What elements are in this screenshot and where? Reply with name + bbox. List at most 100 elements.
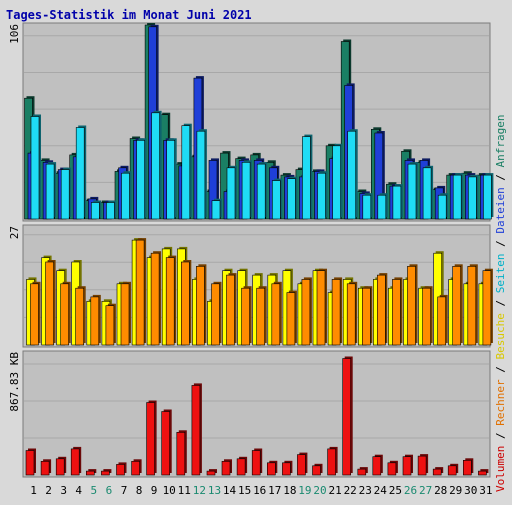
bar-seiten-day-6 — [106, 202, 115, 220]
bar-volumen-day-18 — [282, 462, 291, 476]
bar-seiten-day-13 — [211, 200, 221, 220]
bar-seiten-day-22 — [347, 130, 357, 220]
bar-seiten-day-10 — [166, 140, 175, 220]
x-tick-label: 9 — [151, 484, 158, 497]
bar-rechner-day-10 — [165, 257, 175, 346]
bar-seiten-day-11 — [181, 125, 191, 220]
bar-rechner-day-29 — [452, 265, 462, 346]
legend-item-volumen: Volumen — [494, 446, 507, 492]
x-tick-label: 8 — [136, 484, 143, 497]
bar-rechner-day-1 — [30, 283, 39, 346]
bar-rechner-day-30 — [467, 265, 477, 346]
x-tick-label: 3 — [60, 484, 67, 497]
bar-volumen-day-20 — [312, 465, 321, 476]
bar-seiten-day-3 — [60, 169, 70, 220]
bar-seiten-day-28 — [437, 194, 447, 220]
day-axis-labels: 1 2 3 4 5 6 7 8 9 10 11 12 13 14 15 16 17 18 19 20 21 22 23 24 2… — [30, 484, 492, 497]
x-tick-label: 23 — [359, 484, 372, 497]
bar-seiten-day-21 — [332, 145, 341, 220]
bar-rechner-day-19 — [301, 279, 311, 346]
x-tick-label: 10 — [163, 484, 176, 497]
legend-separator: / — [494, 234, 507, 254]
bar-volumen-day-5 — [86, 470, 95, 476]
bar-rechner-day-31 — [482, 270, 492, 346]
bar-rechner-day-6 — [105, 305, 115, 346]
x-tick-label: 17 — [268, 484, 281, 497]
x-tick-label: 25 — [389, 484, 402, 497]
legend-separator: / — [494, 293, 507, 313]
bar-rechner-day-18 — [286, 292, 296, 346]
bar-seiten-day-24 — [377, 194, 387, 220]
bar-seiten-day-18 — [287, 178, 296, 220]
x-tick-label: 11 — [178, 484, 191, 497]
bar-rechner-day-14 — [226, 274, 235, 346]
legend-separator: / — [494, 167, 507, 187]
series-legend: Volumen / Rechner / Besuche / Seiten / D… — [494, 114, 507, 492]
x-tick-label: 15 — [238, 484, 251, 497]
x-tick-label: 24 — [374, 484, 388, 497]
bar-volumen-day-16 — [251, 450, 261, 476]
x-tick-label: 2 — [45, 484, 52, 497]
bar-seiten-day-9 — [151, 112, 160, 220]
bar-rechner-day-16 — [256, 287, 266, 346]
bar-volumen-day-3 — [55, 458, 65, 476]
legend-separator: / — [494, 426, 507, 446]
legend-item-dateien: Dateien — [494, 187, 507, 233]
bar-seiten-day-30 — [467, 176, 477, 220]
bar-volumen-day-6 — [101, 470, 110, 476]
bar-rechner-day-7 — [120, 283, 130, 346]
bar-seiten-day-1 — [30, 116, 40, 220]
x-tick-label: 13 — [208, 484, 221, 497]
x-tick-label: 30 — [464, 484, 477, 497]
bar-seiten-day-25 — [392, 185, 402, 220]
bar-rechner-day-28 — [437, 296, 447, 346]
bar-rechner-day-26 — [407, 265, 416, 346]
legend-separator: / — [494, 360, 507, 380]
x-tick-label: 20 — [313, 484, 326, 497]
bar-seiten-day-4 — [75, 127, 85, 220]
x-tick-label: 21 — [328, 484, 341, 497]
bar-volumen-day-27 — [417, 455, 427, 476]
bar-seiten-day-19 — [302, 136, 311, 220]
requests-files-pages-bars — [24, 23, 494, 220]
bar-seiten-day-23 — [362, 194, 372, 220]
bar-volumen-day-22 — [342, 358, 352, 476]
bar-rechner-day-2 — [45, 261, 54, 346]
bar-rechner-day-22 — [346, 283, 356, 346]
x-tick-label: 19 — [298, 484, 311, 497]
bar-seiten-day-29 — [452, 174, 462, 220]
x-tick-label: 4 — [75, 484, 82, 497]
bar-volumen-day-28 — [432, 468, 442, 476]
bar-seiten-day-20 — [317, 172, 326, 220]
x-tick-label: 28 — [434, 484, 447, 497]
volume-bars — [25, 356, 489, 476]
x-tick-label: 7 — [121, 484, 128, 497]
x-tick-label: 18 — [283, 484, 296, 497]
legend-item-besuche: Besuche — [494, 313, 507, 359]
bar-seiten-day-26 — [407, 163, 417, 220]
bar-volumen-day-23 — [357, 468, 367, 476]
panel2-ymax-label: 27 — [8, 226, 21, 239]
bar-rechner-day-27 — [422, 287, 431, 346]
x-tick-label: 29 — [449, 484, 462, 497]
bar-volumen-day-8 — [131, 460, 140, 476]
legend-item-seiten: Seiten — [494, 254, 507, 294]
bar-volumen-day-14 — [221, 460, 231, 476]
bar-volumen-day-31 — [478, 470, 487, 476]
bar-seiten-day-14 — [226, 167, 236, 220]
bar-volumen-day-30 — [462, 459, 472, 476]
bar-volumen-day-10 — [161, 411, 170, 476]
bar-rechner-day-24 — [376, 274, 386, 346]
legend-item-anfragen: Anfragen — [494, 114, 507, 167]
x-tick-label: 27 — [419, 484, 432, 497]
x-tick-label: 31 — [479, 484, 492, 497]
bar-seiten-day-15 — [241, 162, 251, 220]
bar-volumen-day-1 — [25, 450, 35, 476]
bar-volumen-day-17 — [266, 462, 276, 476]
bar-volumen-day-7 — [116, 464, 125, 476]
bar-volumen-day-24 — [372, 456, 382, 476]
bar-rechner-day-20 — [316, 270, 326, 346]
bar-seiten-day-2 — [45, 163, 55, 220]
panel1-ymax-label: 106 — [8, 24, 21, 44]
